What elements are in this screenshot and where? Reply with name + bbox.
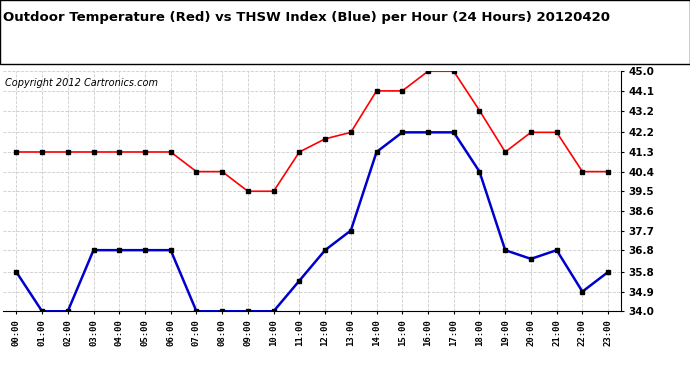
- Text: Outdoor Temperature (Red) vs THSW Index (Blue) per Hour (24 Hours) 20120420: Outdoor Temperature (Red) vs THSW Index …: [3, 11, 611, 24]
- Text: Copyright 2012 Cartronics.com: Copyright 2012 Cartronics.com: [5, 78, 158, 88]
- Text: Outdoor Temperature (Red) vs THSW Index (Blue) per Hour (24 Hours) 20120420: Outdoor Temperature (Red) vs THSW Index …: [3, 11, 611, 24]
